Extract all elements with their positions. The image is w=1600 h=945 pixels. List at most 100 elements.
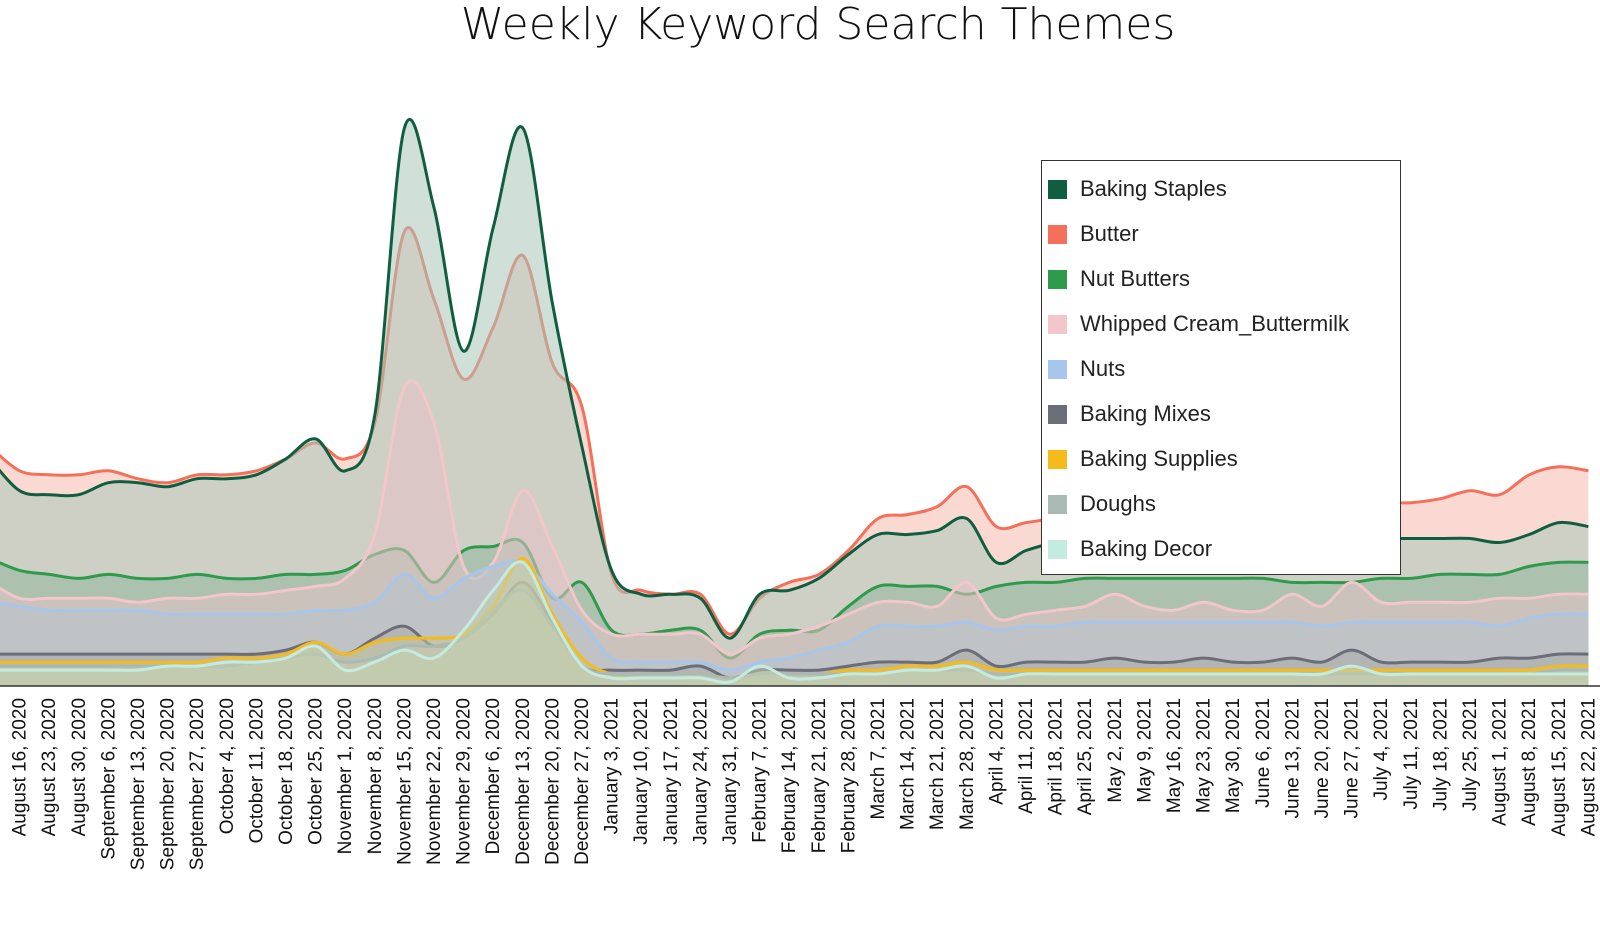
x-tick-label: June 20, 2021 [1312, 698, 1333, 818]
legend-swatch [1048, 404, 1067, 424]
x-tick-label: December 13, 2020 [513, 698, 534, 865]
x-tick-label: August 23, 2020 [39, 698, 60, 836]
legend-label: Whipped Cream_Buttermilk [1080, 311, 1349, 336]
x-axis-ticks: August 9, 2020 August 16, 2020 August 23, … [0, 698, 1599, 870]
x-tick-label: December 6, 2020 [483, 698, 504, 854]
x-tick: July 25, 2021 [1460, 698, 1481, 811]
x-tick: December 13, 2020 [513, 698, 534, 865]
line-whipped-cream-buttermilk [0, 379, 1589, 656]
x-tick: August 30, 2020 [69, 698, 90, 836]
x-tick: March 7, 2021 [868, 698, 889, 819]
x-tick: March 21, 2021 [927, 698, 948, 830]
legend-label: Baking Decor [1080, 536, 1213, 561]
x-tick-label: January 10, 2021 [631, 698, 652, 845]
x-tick: March 28, 2021 [957, 698, 978, 830]
x-tick-label: September 27, 2020 [187, 698, 208, 870]
legend-swatch [1048, 269, 1067, 289]
line-baking-decor [0, 560, 1589, 684]
x-tick: January 3, 2021 [602, 698, 623, 834]
x-tick: January 17, 2021 [661, 698, 682, 845]
x-tick: April 4, 2021 [986, 698, 1007, 805]
x-tick-label: August 15, 2021 [1549, 698, 1570, 836]
legend-label: Nuts [1080, 356, 1126, 381]
x-tick: April 18, 2021 [1046, 698, 1067, 815]
x-tick-label: August 1, 2021 [1490, 698, 1511, 826]
x-tick-label: May 30, 2021 [1223, 698, 1244, 813]
x-tick-label: December 20, 2020 [542, 698, 563, 865]
legend-swatch [1048, 494, 1067, 514]
x-tick-label: April 18, 2021 [1046, 698, 1067, 815]
legend-item-baking-decor: Baking Decor [1048, 534, 1212, 564]
x-tick-label: January 31, 2021 [720, 698, 741, 845]
x-tick: July 18, 2021 [1430, 698, 1451, 811]
x-tick-label: July 4, 2021 [1371, 698, 1392, 800]
x-tick-label: March 7, 2021 [868, 698, 889, 819]
x-tick-label: October 11, 2020 [246, 698, 267, 843]
legend-swatch [1048, 314, 1067, 334]
x-tick: August 9, 2020 [0, 698, 1, 826]
legend-label: Baking Mixes [1080, 401, 1211, 426]
x-tick-label: March 21, 2021 [927, 698, 948, 830]
x-tick: July 11, 2021 [1401, 698, 1422, 810]
x-tick: October 4, 2020 [217, 698, 238, 834]
x-tick: February 14, 2021 [779, 698, 800, 853]
x-tick: July 4, 2021 [1371, 698, 1392, 800]
x-tick-label: May 2, 2021 [1105, 698, 1126, 803]
x-tick-label: April 4, 2021 [986, 698, 1007, 805]
x-tick: February 28, 2021 [838, 698, 859, 853]
x-tick-label: March 14, 2021 [898, 698, 919, 830]
x-tick-label: July 11, 2021 [1401, 698, 1422, 810]
x-tick: August 15, 2021 [1549, 698, 1570, 836]
legend-item-whipped-cream-buttermilk: Whipped Cream_Buttermilk [1048, 309, 1349, 339]
x-tick: March 14, 2021 [898, 698, 919, 830]
x-tick-label: July 25, 2021 [1460, 698, 1481, 811]
x-tick: February 7, 2021 [750, 698, 771, 843]
x-tick-label: February 21, 2021 [809, 698, 830, 853]
x-tick: December 20, 2020 [542, 698, 563, 865]
x-tick: November 22, 2020 [424, 698, 445, 865]
x-tick: November 8, 2020 [365, 698, 386, 854]
x-tick-label: February 28, 2021 [838, 698, 859, 853]
legend-swatch [1048, 224, 1067, 244]
x-tick-label: August 16, 2020 [10, 698, 31, 836]
x-tick-label: October 18, 2020 [276, 698, 297, 845]
x-tick-label: February 7, 2021 [750, 698, 771, 843]
legend-label: Baking Staples [1080, 176, 1227, 201]
x-tick-label: May 16, 2021 [1164, 698, 1185, 813]
x-tick: May 9, 2021 [1134, 698, 1155, 803]
legend-swatch [1048, 359, 1067, 379]
x-tick-label: October 4, 2020 [217, 698, 238, 834]
x-tick: April 25, 2021 [1075, 698, 1096, 815]
x-tick: August 23, 2020 [39, 698, 60, 836]
x-tick-label: February 14, 2021 [779, 698, 800, 853]
legend-item-baking-staples: Baking Staples [1048, 174, 1227, 204]
x-tick: May 16, 2021 [1164, 698, 1185, 813]
chart-title: Weekly Keyword Search Themes [460, 0, 1176, 50]
legend-item-butter: Butter [1048, 219, 1139, 249]
x-tick-label: November 29, 2020 [454, 698, 475, 865]
x-tick-label: November 8, 2020 [365, 698, 386, 854]
x-tick: December 6, 2020 [483, 698, 504, 854]
x-tick-label: January 17, 2021 [661, 698, 682, 845]
legend-item-nuts: Nuts [1048, 354, 1125, 384]
x-tick: October 25, 2020 [306, 698, 327, 845]
x-tick: December 27, 2020 [572, 698, 593, 865]
x-tick: May 2, 2021 [1105, 698, 1126, 803]
x-tick-label: November 1, 2020 [335, 698, 356, 854]
x-tick-label: August 30, 2020 [69, 698, 90, 836]
legend-label: Nut Butters [1080, 266, 1191, 291]
x-tick-label: December 27, 2020 [572, 698, 593, 865]
legend-label: Butter [1080, 221, 1139, 246]
x-tick-label: September 6, 2020 [98, 698, 119, 860]
x-tick-label: June 6, 2021 [1253, 698, 1274, 808]
line-baking-mixes [0, 580, 1589, 680]
x-tick: August 1, 2021 [1490, 698, 1511, 826]
x-tick-label: September 13, 2020 [128, 698, 149, 870]
x-tick: June 27, 2021 [1342, 698, 1363, 818]
line-nuts [0, 559, 1589, 672]
x-tick: January 24, 2021 [690, 698, 711, 845]
x-tick: August 16, 2020 [10, 698, 31, 836]
legend-item-doughs: Doughs [1048, 489, 1156, 519]
x-tick-label: April 11, 2021 [1016, 698, 1037, 814]
